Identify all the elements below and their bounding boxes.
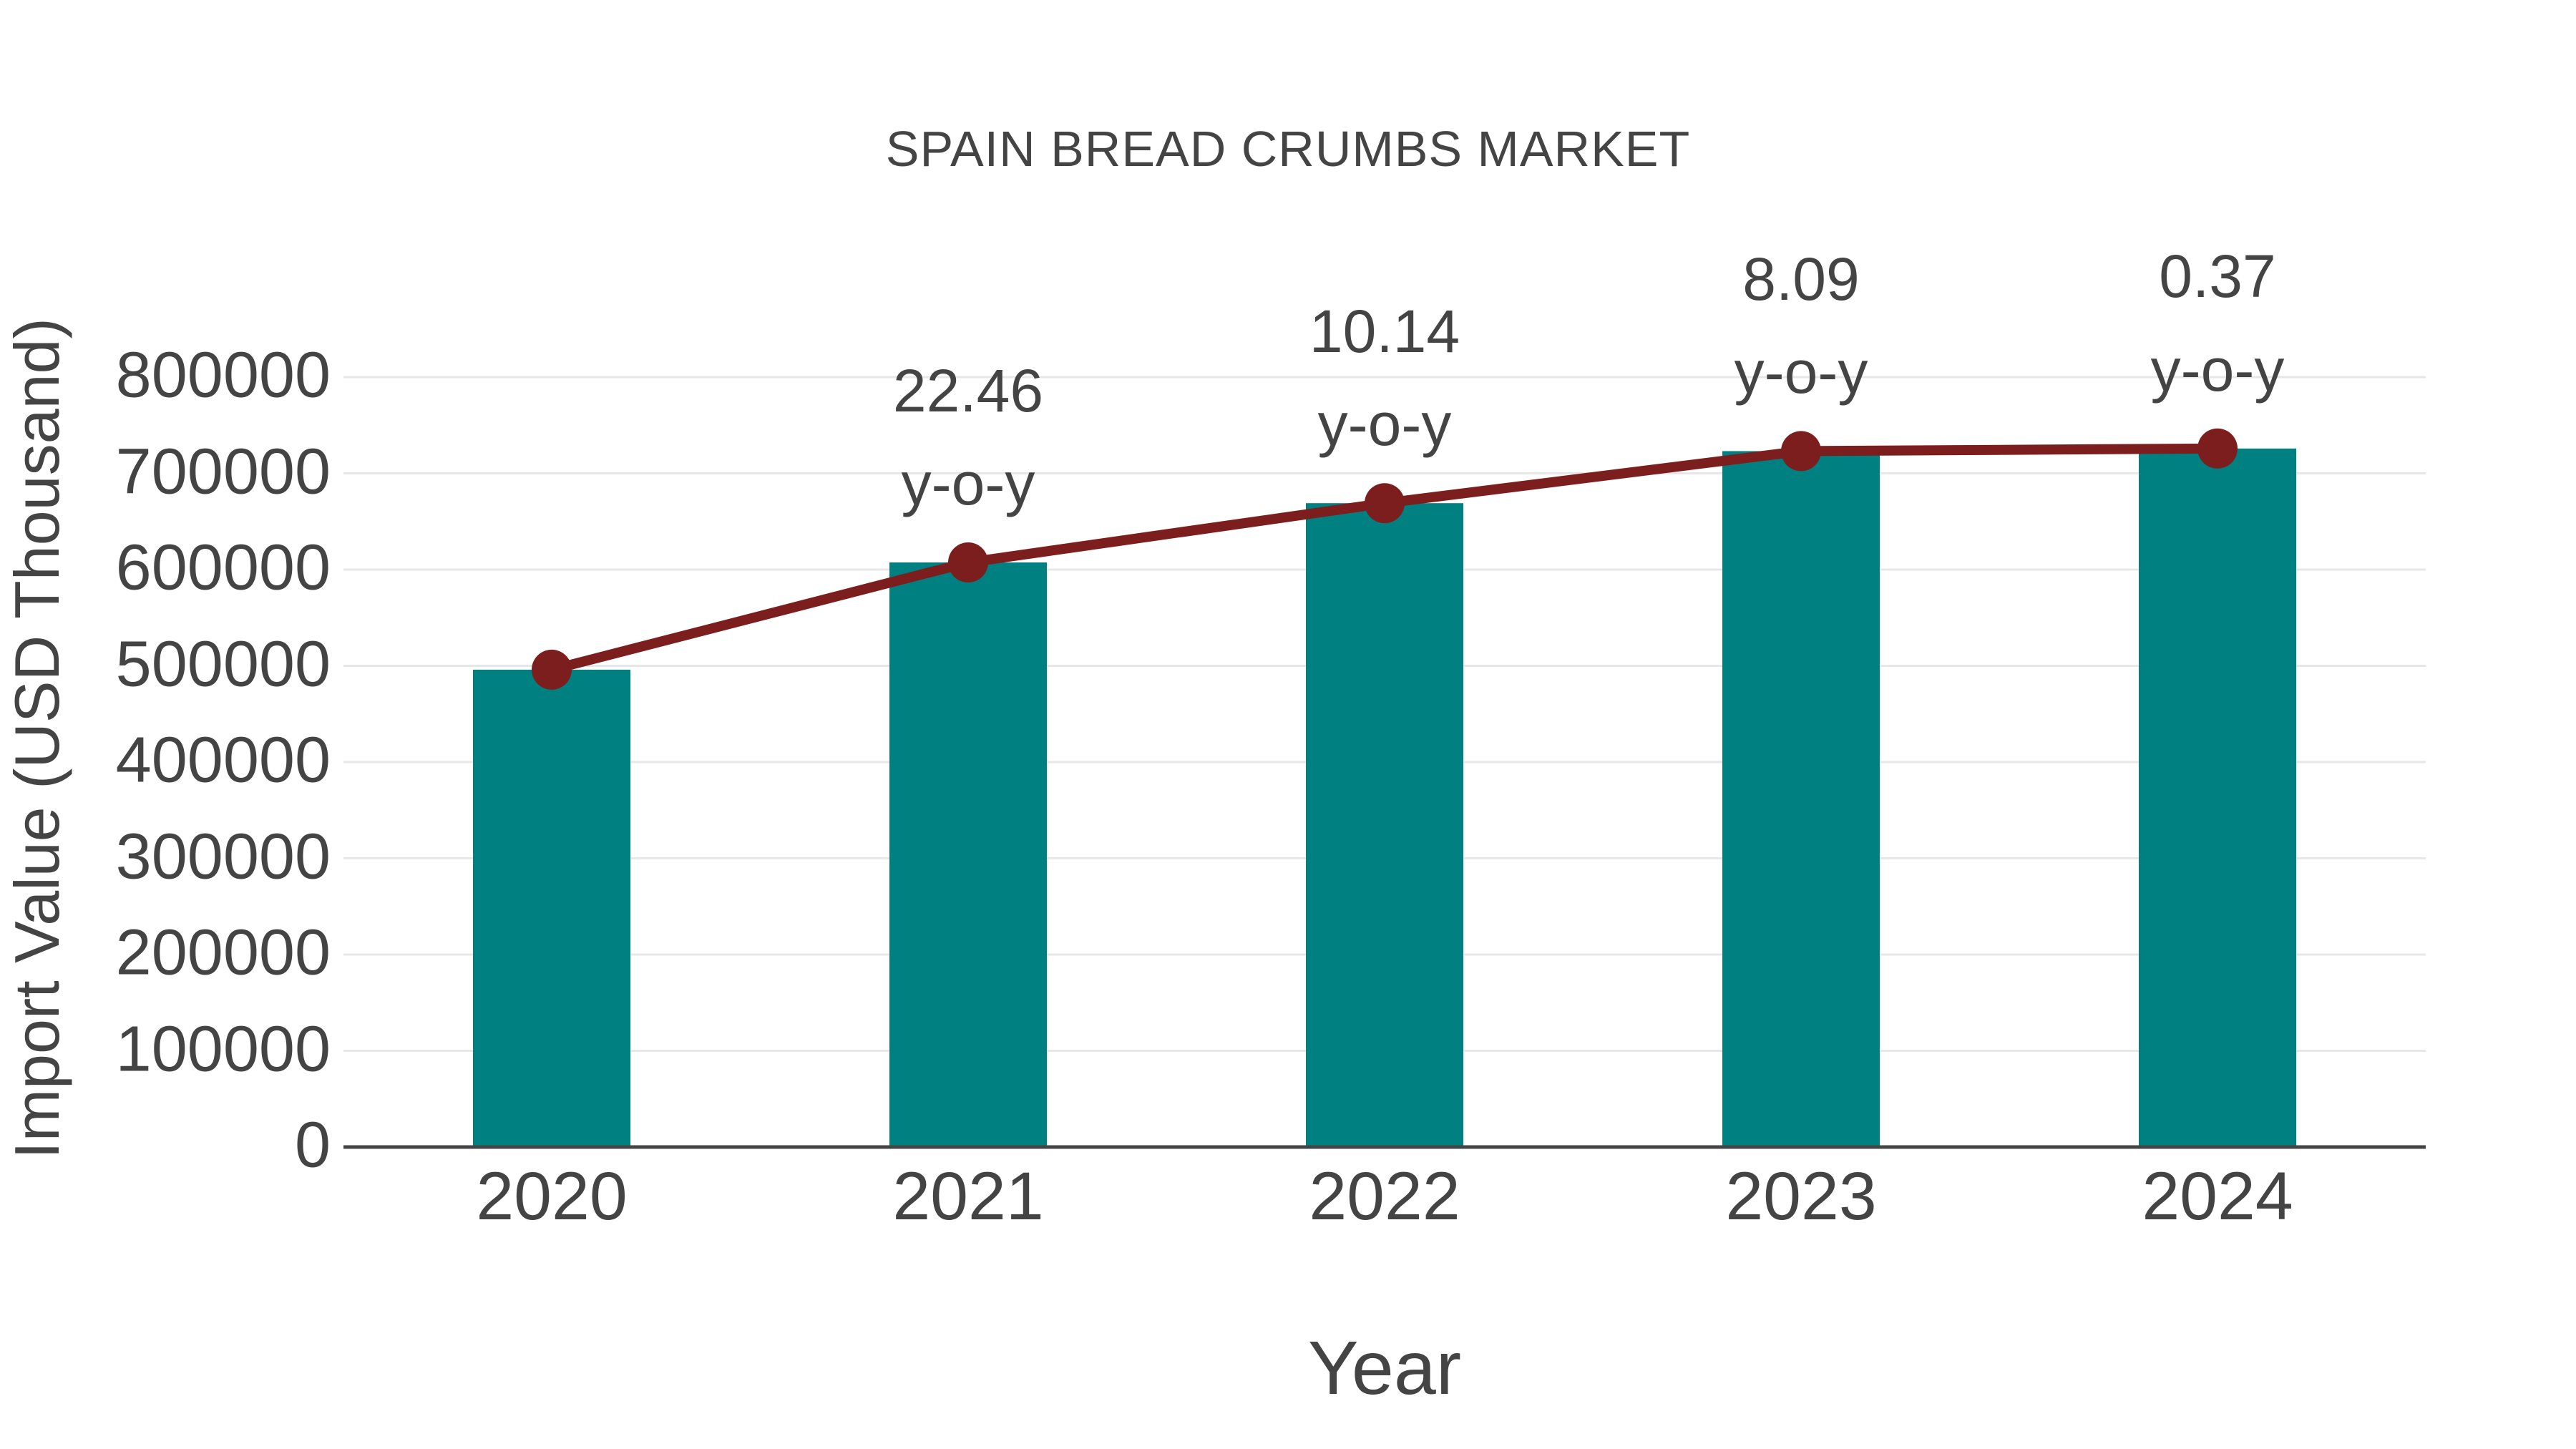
marker-2020 xyxy=(532,649,572,690)
annotation-value: 0.37 xyxy=(2159,243,2276,311)
annotation-2022: 10.14 y-o-y xyxy=(1309,285,1460,471)
x-tick-label-2022: 2022 xyxy=(1309,1158,1460,1234)
y-tick-label-500000: 500000 xyxy=(115,628,331,700)
y-tick-label-200000: 200000 xyxy=(115,917,331,989)
y-tick-label-100000: 100000 xyxy=(115,1013,331,1085)
bar-2024 xyxy=(2139,448,2296,1147)
y-tick-label-400000: 400000 xyxy=(115,724,331,796)
y-tick-label-300000: 300000 xyxy=(115,820,331,892)
annotation-2024: 0.37 y-o-y xyxy=(2151,230,2285,416)
annotation-suffix: y-o-y xyxy=(1734,338,1868,406)
annotation-suffix: y-o-y xyxy=(901,449,1035,517)
marker-2021 xyxy=(948,542,988,583)
chart-title: SPAIN BREAD CRUMBS MARKET xyxy=(885,121,1691,177)
x-tick-label-2024: 2024 xyxy=(2142,1158,2293,1234)
y-tick-label-700000: 700000 xyxy=(115,435,331,507)
x-tick-label-2020: 2020 xyxy=(476,1158,628,1234)
annotation-2023: 8.09 y-o-y xyxy=(1735,233,1868,419)
bar-2023 xyxy=(1722,451,1880,1147)
x-tick-label-2023: 2023 xyxy=(1725,1158,1877,1234)
annotation-value: 8.09 xyxy=(1742,245,1860,313)
annotation-suffix: y-o-y xyxy=(1317,391,1452,459)
marker-2023 xyxy=(1781,431,1821,472)
annotation-suffix: y-o-y xyxy=(2150,336,2285,404)
x-tick-label-2021: 2021 xyxy=(892,1158,1044,1234)
bar-2020 xyxy=(473,669,630,1147)
annotation-value: 10.14 xyxy=(1309,297,1460,365)
y-tick-label-600000: 600000 xyxy=(115,532,331,604)
y-tick-label-800000: 800000 xyxy=(115,339,331,411)
y-tick-label-0: 0 xyxy=(294,1109,331,1181)
bar-2022 xyxy=(1306,503,1463,1147)
x-axis-title: Year xyxy=(1307,1326,1462,1410)
annotation-value: 22.46 xyxy=(892,356,1044,424)
bar-2021 xyxy=(889,562,1047,1147)
marker-2022 xyxy=(1365,483,1405,524)
annotation-2021: 22.46 y-o-y xyxy=(893,344,1043,530)
marker-2024 xyxy=(2197,428,2238,469)
